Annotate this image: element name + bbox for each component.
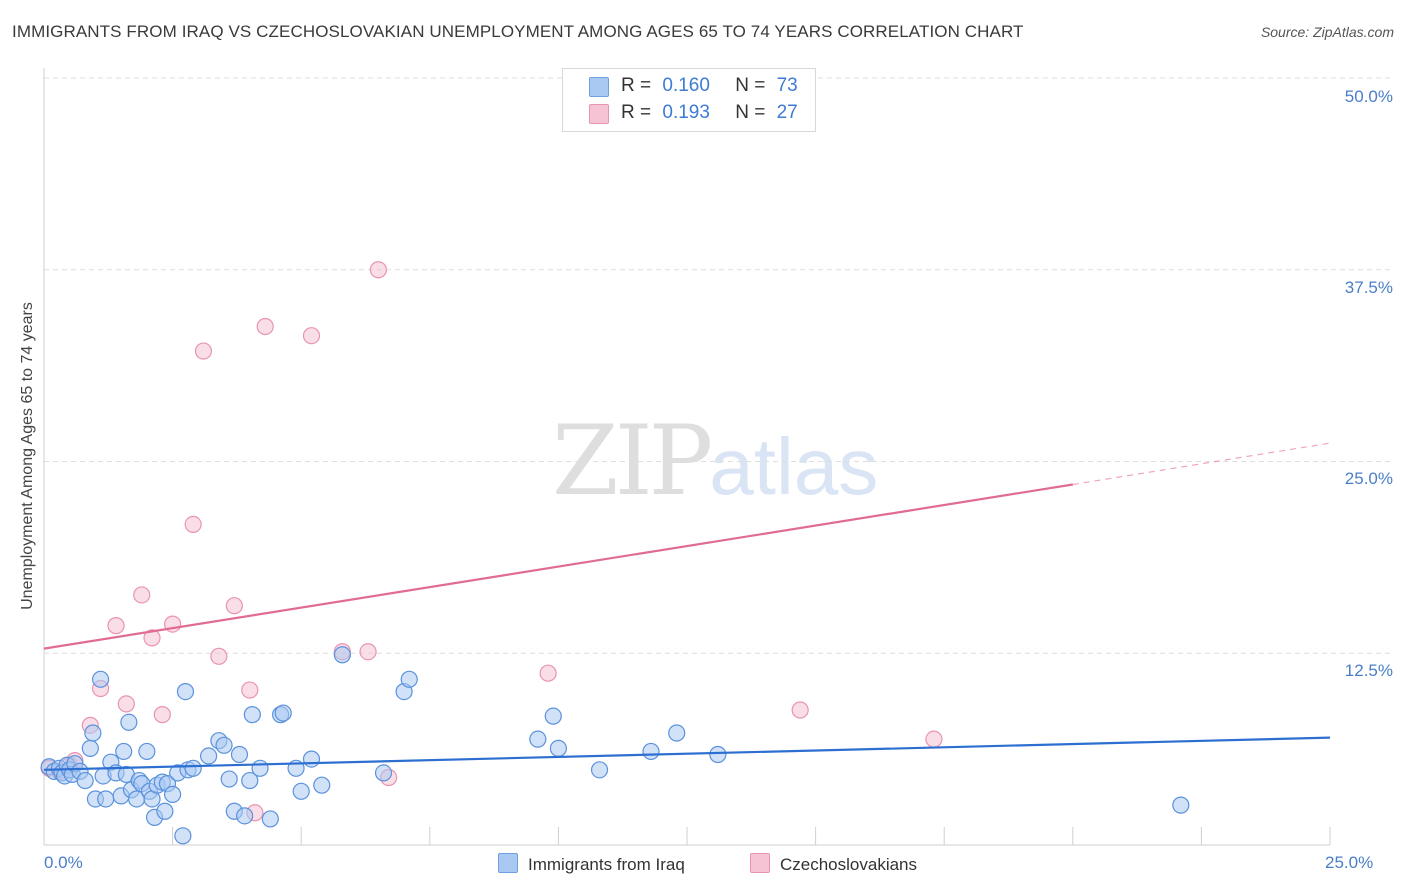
iraq-trend-line [43,736,1331,771]
iraq-point [97,790,115,808]
iraq-point [138,742,156,761]
iraq-point [156,802,174,820]
iraq-point [333,646,351,664]
x-tick-label: 25.0% [1325,853,1374,872]
iraq-point [174,827,192,845]
legend-iraq-swatch [498,853,518,873]
y-axis-label: Unemployment Among Ages 65 to 74 years [19,302,36,610]
iraq-point [76,771,94,790]
y-tick-label: 37.5% [1344,278,1393,297]
iraq-point [176,682,195,701]
czech-point [133,586,151,604]
czech-point [184,515,202,533]
iraq-point [292,782,310,800]
legend-czech-swatch [750,853,770,873]
iraq-r-label: R = [621,75,652,96]
iraq-point [313,776,331,794]
iraq-point [261,810,279,828]
y-tick-label: 50.0% [1344,87,1393,106]
iraq-point [400,670,418,688]
czech-point [791,701,809,719]
iraq-point [115,742,133,761]
czech-trend-line [43,483,1073,650]
iraq-point [374,764,393,782]
czech-r-label: R = [621,102,652,123]
czech-point [117,695,135,713]
legend-item-iraq: Immigrants from Iraq [498,853,685,875]
iraq-point [1172,796,1190,814]
czech-point [539,664,557,682]
iraq-point [243,706,261,724]
y-tick-label: 25.0% [1344,469,1393,488]
iraq-point [91,670,110,688]
iraq-point [120,713,138,731]
czech-point [107,617,125,635]
iraq-point [668,724,686,742]
iraq-point [549,739,568,757]
legend-item-czech: Czechoslovakians [750,853,917,875]
y-tick-label: 12.5% [1344,661,1393,680]
iraq-r-value: 0.160 [662,75,710,96]
legend-czech-label: Czechoslovakians [780,855,918,874]
iraq-point [544,707,562,725]
iraq-point [251,759,269,777]
iraq-point [236,807,254,825]
iraq-point [220,770,238,788]
czech-point [302,327,321,345]
iraq-point [642,742,660,761]
iraq-point [709,745,727,764]
iraq-swatch [589,77,609,97]
iraq-point [164,785,182,803]
iraq-point [230,745,249,764]
iraq-point [590,761,609,779]
czech-point [225,597,243,615]
czech-point [925,730,943,748]
iraq-point [274,704,292,722]
iraq-point [81,739,99,757]
chart-title: IMMIGRANTS FROM IRAQ VS CZECHOSLOVAKIAN … [12,22,1024,41]
czech-r-value: 0.193 [662,102,710,123]
czech-point [143,629,161,647]
iraq-point [529,730,547,748]
czech-point [210,647,228,665]
iraq-stats: R = 0.160 N = 73 [621,75,798,99]
czech-trend-extension [1072,442,1331,486]
czech-point [359,643,377,661]
iraq-n-value: 73 [776,75,798,96]
czech-stats: R = 0.193 N = 27 [621,102,798,126]
czech-swatch [589,104,609,124]
iraq-point [215,736,233,754]
iraq-point [84,724,102,742]
x-tick-label: 0.0% [44,853,83,872]
czech-point [241,681,259,699]
iraq-point [302,750,321,768]
czech-point [153,706,171,724]
iraq-n-label: N = [735,75,766,96]
czech-point [194,342,213,360]
czech-point [369,261,387,279]
legend-iraq-label: Immigrants from Iraq [528,855,685,874]
iraq-point [241,771,259,790]
stats-legend: R = 0.160 N = 73 R = 0.193 N = 27 [562,68,816,132]
czech-point [256,317,274,336]
source-label: Source: ZipAtlas.com [1260,24,1394,40]
czech-n-value: 27 [776,102,798,123]
watermark-atlas: atlas [709,422,879,511]
iraq-point [200,747,218,765]
iraq-point [184,759,202,777]
czech-n-label: N = [735,102,766,123]
